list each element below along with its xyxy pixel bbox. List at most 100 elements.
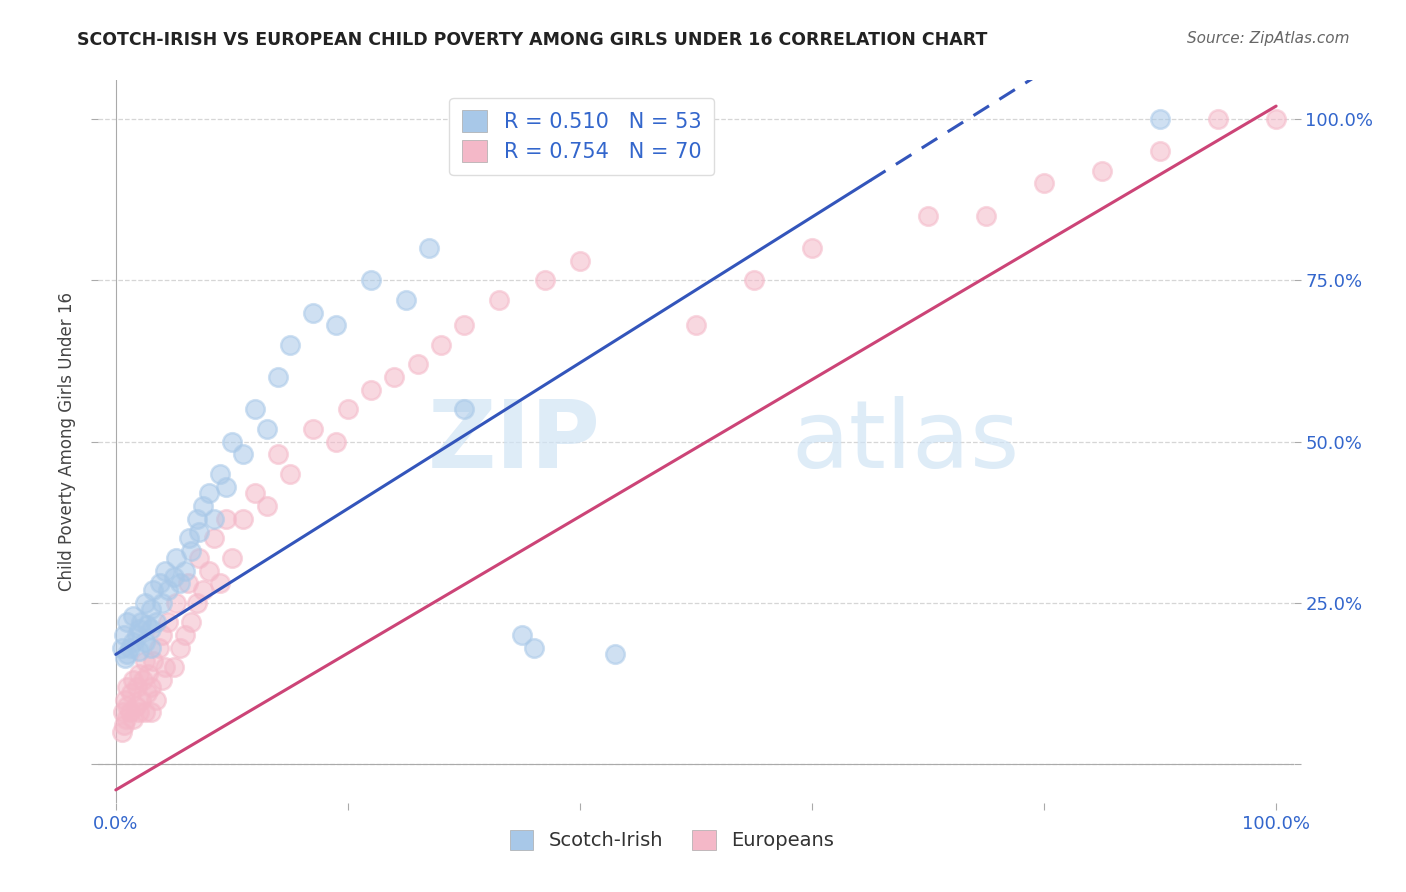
Point xyxy=(139,622,162,636)
Point xyxy=(174,564,197,578)
Point xyxy=(117,680,139,694)
Point xyxy=(122,712,145,726)
Point xyxy=(215,512,238,526)
Point xyxy=(169,576,191,591)
Point xyxy=(117,615,139,630)
Point xyxy=(111,640,134,655)
Point xyxy=(382,370,405,384)
Point xyxy=(145,692,167,706)
Point xyxy=(142,582,165,597)
Point xyxy=(153,564,176,578)
Point xyxy=(114,650,136,665)
Point xyxy=(150,596,173,610)
Point xyxy=(256,422,278,436)
Point xyxy=(801,241,824,255)
Point xyxy=(256,499,278,513)
Point xyxy=(325,434,347,449)
Text: atlas: atlas xyxy=(792,395,1019,488)
Point xyxy=(488,293,510,307)
Point xyxy=(360,383,382,397)
Point xyxy=(204,531,226,545)
Point xyxy=(122,673,145,688)
Point xyxy=(568,253,591,268)
Point xyxy=(145,615,167,630)
Point xyxy=(117,699,139,714)
Text: SCOTCH-IRISH VS EUROPEAN CHILD POVERTY AMONG GIRLS UNDER 16 CORRELATION CHART: SCOTCH-IRISH VS EUROPEAN CHILD POVERTY A… xyxy=(77,31,987,49)
Point xyxy=(139,602,162,616)
Point xyxy=(136,666,159,681)
Point xyxy=(118,640,141,655)
Point xyxy=(1149,145,1171,159)
Point xyxy=(180,615,202,630)
Point xyxy=(453,402,475,417)
Point xyxy=(406,357,429,371)
Point xyxy=(267,447,290,461)
Point xyxy=(114,692,136,706)
Point xyxy=(163,660,186,674)
Point xyxy=(204,512,226,526)
Point xyxy=(215,480,238,494)
Point xyxy=(917,209,939,223)
Point xyxy=(115,712,138,726)
Point xyxy=(111,724,134,739)
Point xyxy=(165,596,187,610)
Point xyxy=(180,544,202,558)
Point xyxy=(510,628,533,642)
Point xyxy=(522,640,544,655)
Point xyxy=(1265,112,1288,126)
Point xyxy=(112,628,135,642)
Point xyxy=(142,654,165,668)
Point xyxy=(136,686,159,700)
Point xyxy=(131,692,153,706)
Point xyxy=(429,338,451,352)
Point xyxy=(1149,112,1171,126)
Point xyxy=(191,499,214,513)
Point xyxy=(153,660,176,674)
Point xyxy=(188,524,211,539)
Point xyxy=(267,370,290,384)
Text: ZIP: ZIP xyxy=(427,395,600,488)
Point xyxy=(139,706,162,720)
Point xyxy=(302,305,325,319)
Point xyxy=(128,622,150,636)
Point xyxy=(243,486,266,500)
Point xyxy=(128,644,150,658)
Point xyxy=(131,615,153,630)
Point xyxy=(148,640,170,655)
Point xyxy=(163,570,186,584)
Point xyxy=(125,680,148,694)
Point xyxy=(124,699,146,714)
Point xyxy=(117,648,139,662)
Point xyxy=(209,576,232,591)
Point xyxy=(149,576,172,591)
Point xyxy=(139,680,162,694)
Point xyxy=(120,686,142,700)
Point xyxy=(125,628,148,642)
Point xyxy=(534,273,557,287)
Point xyxy=(150,673,173,688)
Point xyxy=(177,531,200,545)
Point xyxy=(685,318,707,333)
Point xyxy=(221,434,243,449)
Point xyxy=(278,467,301,481)
Y-axis label: Child Poverty Among Girls Under 16: Child Poverty Among Girls Under 16 xyxy=(58,292,76,591)
Point xyxy=(112,718,135,732)
Point xyxy=(243,402,266,417)
Point xyxy=(131,673,153,688)
Point xyxy=(232,447,254,461)
Point xyxy=(165,550,187,565)
Point xyxy=(974,209,997,223)
Point xyxy=(336,402,359,417)
Point xyxy=(128,666,150,681)
Point xyxy=(742,273,765,287)
Point xyxy=(278,338,301,352)
Point xyxy=(139,640,162,655)
Point xyxy=(395,293,418,307)
Point xyxy=(134,634,156,648)
Text: Source: ZipAtlas.com: Source: ZipAtlas.com xyxy=(1187,31,1350,46)
Point xyxy=(188,550,211,565)
Point xyxy=(134,706,156,720)
Point xyxy=(136,618,159,632)
Point xyxy=(232,512,254,526)
Legend: Scotch-Irish, Europeans: Scotch-Irish, Europeans xyxy=(502,822,842,858)
